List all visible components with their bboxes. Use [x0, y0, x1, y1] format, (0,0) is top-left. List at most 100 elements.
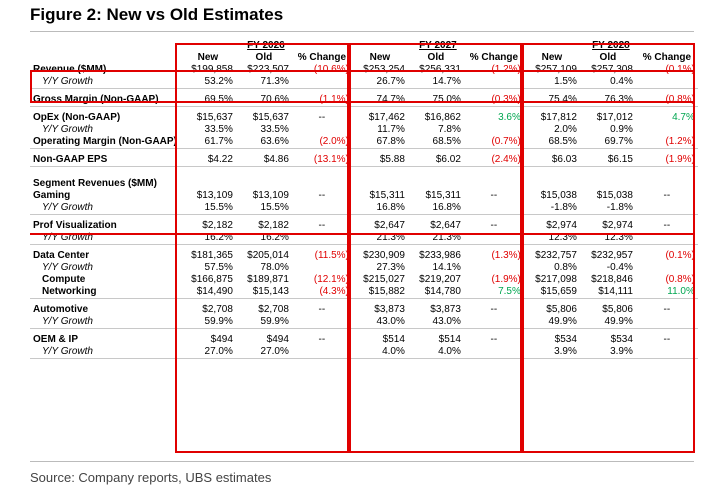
cell-change: -- [490, 334, 498, 345]
year-header-fy2026: FY 2026 [247, 40, 285, 51]
cell-change: (0.3%) [463, 94, 524, 107]
table-row: OEM & IP $494 $494 -- $514 $514 -- $534 $534 -- [30, 334, 698, 346]
row-label: Y/Y Growth [42, 124, 93, 135]
cell-old: 76.3% [579, 94, 636, 107]
cell-new: $2,182 [202, 220, 233, 231]
cell-new: 49.9% [523, 316, 580, 329]
cell-old: 33.5% [260, 124, 289, 135]
cell-new: 12.3% [523, 232, 580, 245]
cell-change [636, 262, 698, 274]
cell-change [291, 232, 352, 245]
cell-old: $14,780 [407, 286, 464, 299]
cell-change: (0.8%) [635, 94, 698, 107]
table-row: Data Center $181,365 $205,014 (11.5%) $230,9… [30, 250, 698, 262]
cell-old: $2,182 [258, 220, 289, 231]
cell-change: (0.1%) [665, 250, 695, 261]
cell-old: -0.4% [606, 262, 633, 273]
cell-new: 26.7% [351, 76, 408, 89]
row-label: Y/Y Growth [30, 232, 180, 245]
cell-new: 43.0% [351, 316, 408, 329]
cell-new: $2,708 [202, 304, 233, 315]
cell-old: 4.0% [407, 346, 464, 359]
cell-change: (1.9%) [491, 274, 521, 285]
cell-change: (1.9%) [635, 154, 698, 167]
cell-new: $15,659 [523, 286, 580, 299]
cell-new: $232,757 [535, 250, 577, 261]
cell-old: $256,331 [419, 64, 461, 75]
cell-change: -- [318, 112, 326, 123]
table-row: Non-GAAP EPS $4.22 $4.86 (13.1%) $5.88 $6.02(… [30, 154, 698, 167]
row-label: Prof Visualization [33, 220, 117, 231]
cell-change [635, 202, 698, 215]
cell-old: 21.3% [407, 232, 464, 245]
row-label: Y/Y Growth [42, 262, 93, 273]
cell-old: $15,637 [252, 112, 289, 123]
cell-old: $15,143 [235, 286, 292, 299]
col-header-new: New [369, 52, 391, 63]
row-label: OpEx (Non-GAAP) [33, 112, 121, 123]
cell-old: -1.8% [579, 202, 636, 215]
cell-new: 61.7% [179, 136, 236, 149]
row-label: Networking [30, 286, 180, 299]
cell-change: (11.5%) [314, 250, 349, 261]
row-label: Automotive [33, 304, 88, 315]
cell-new: 16.8% [351, 202, 408, 215]
col-header-old: Old [427, 52, 445, 63]
cell-old: 71.3% [235, 76, 292, 89]
cell-change: (0.1%) [665, 64, 695, 75]
year-header-fy2028: FY 2028 [592, 40, 630, 51]
table-row: Operating Margin (Non-GAAP) 61.7% 63.6% (2.… [30, 136, 698, 149]
cell-old: 70.6% [235, 94, 292, 107]
cell-old: 7.8% [438, 124, 461, 135]
cell-change [463, 346, 524, 359]
cell-change [635, 316, 698, 329]
cell-change [636, 178, 698, 190]
cell-new: $3,873 [374, 304, 405, 315]
cell-change: -- [490, 190, 498, 201]
table-row: Y/Y Growth 57.5% 78.0% 27.3% 14.1% 0.8% -0.4% [30, 262, 698, 274]
col-header-change: % Change [642, 52, 692, 63]
cell-new: 15.5% [179, 202, 236, 215]
cell-change [463, 76, 524, 89]
cell-old: $223,507 [247, 64, 289, 75]
cell-old: $4.86 [235, 154, 292, 167]
cell-old: 68.5% [407, 136, 464, 149]
cell-new [524, 178, 580, 190]
cell-new: $2,974 [546, 220, 577, 231]
row-label: Y/Y Growth [30, 346, 180, 359]
cell-new: 11.7% [377, 124, 405, 135]
cell-new: $17,812 [540, 112, 577, 123]
cell-old: 16.8% [407, 202, 464, 215]
cell-old: $205,014 [247, 250, 289, 261]
cell-change [635, 232, 698, 245]
cell-new: 74.7% [351, 94, 408, 107]
col-header-change: % Change [297, 52, 347, 63]
cell-new: $15,882 [351, 286, 408, 299]
cell-new: $199,858 [191, 64, 233, 75]
source-divider [30, 461, 694, 462]
cell-old: $15,311 [425, 190, 461, 201]
cell-change: -- [663, 334, 671, 345]
year-header-fy2027: FY 2027 [419, 40, 457, 51]
table-row: Gross Margin (Non-GAAP) 69.5% 70.6% (1.1%) 7… [30, 94, 698, 107]
cell-new: $217,098 [535, 274, 577, 285]
table-row: Revenue ($MM) $199,858 $223,507 (10.6%) $253… [30, 64, 698, 76]
cell-old: 12.3% [579, 232, 636, 245]
cell-new: 27.3% [376, 262, 405, 273]
cell-change: (10.6%) [313, 64, 349, 75]
cell-old: 49.9% [579, 316, 636, 329]
row-label: Data Center [33, 250, 90, 261]
estimates-table: FY 2026 FY 2027 FY 2028 New Old % Change… [30, 40, 698, 359]
cell-new [180, 178, 236, 190]
table-row: Y/Y Growth 27.0% 27.0% 4.0% 4.0% 3.9% 3.9% [30, 346, 698, 359]
row-label: Operating Margin (Non-GAAP) [30, 136, 180, 149]
table-row: Automotive $2,708 $2,708 -- $3,873 $3,873 -- $5… [30, 304, 698, 316]
cell-change: -- [663, 304, 671, 315]
cell-new: $514 [382, 334, 405, 345]
cell-change: (0.8%) [665, 274, 695, 285]
row-label: Y/Y Growth [30, 316, 180, 329]
source-note: Source: Company reports, UBS estimates [30, 470, 272, 485]
year-header-row: FY 2026 FY 2027 FY 2028 [30, 40, 698, 52]
cell-change: 11.0% [635, 286, 698, 299]
cell-old: 43.0% [407, 316, 464, 329]
